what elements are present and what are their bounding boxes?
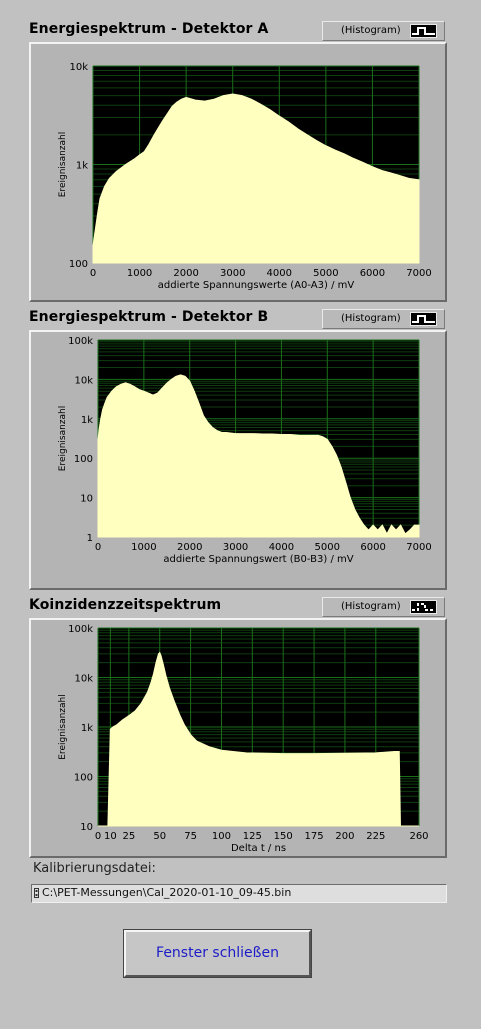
histogram-steps-icon[interactable] xyxy=(410,312,437,326)
x-tick-label: 175 xyxy=(305,831,324,842)
x-tick-label: 3000 xyxy=(223,542,248,553)
y-tick-label: 100 xyxy=(69,259,88,270)
y-tick-label: 100k xyxy=(68,624,93,635)
y-axis-label: Ereignisanzahl xyxy=(58,132,68,198)
x-tick-label: 260 xyxy=(409,831,428,842)
x-tick-label: 6000 xyxy=(360,268,385,279)
path-browse-icon[interactable] xyxy=(34,888,39,898)
x-tick-label: 5000 xyxy=(315,542,340,553)
x-tick-label: 2000 xyxy=(173,268,198,279)
y-tick-label: 1k xyxy=(76,161,88,172)
y-tick-label: 100 xyxy=(74,773,93,784)
plot-frame: 0 1000 2000 3000 4000 5000 6000 7000 100 1k 10k add… xyxy=(29,42,447,302)
y-tick-label: 100 xyxy=(74,454,93,465)
x-tick-label: 7000 xyxy=(406,268,431,279)
histogram-steps-dashed-icon[interactable] xyxy=(410,600,437,614)
histogram-steps-icon[interactable] xyxy=(410,24,437,38)
calibration-file-path[interactable]: C:\PET-Messungen\Cal_2020-01-10_09-45.bi… xyxy=(31,884,447,903)
x-axis-label: addierte Spannungswerte (A0-A3) / mV xyxy=(158,280,355,291)
legend-label: (Histogram) xyxy=(341,313,401,324)
x-tick-label: 10 xyxy=(104,831,117,842)
x-tick-label: 6000 xyxy=(360,542,385,553)
x-tick-label: 100 xyxy=(212,831,231,842)
x-tick-label: 25 xyxy=(122,831,135,842)
x-axis-label: addierte Spannungswert (B0-B3) / mV xyxy=(163,554,353,565)
x-tick-label: 0 xyxy=(90,268,96,279)
graph-title: Energiespektrum - Detektor A xyxy=(29,21,269,37)
x-tick-label: 1000 xyxy=(127,268,152,279)
x-tick-label: 7000 xyxy=(406,542,431,553)
x-tick-label: 50 xyxy=(153,831,166,842)
y-tick-label: 10k xyxy=(74,375,93,386)
graph-title: Koinzidenzzeitspektrum xyxy=(29,597,222,613)
plot-legend[interactable]: (Histogram) xyxy=(322,21,445,41)
close-window-button[interactable]: Fenster schließen xyxy=(123,929,312,978)
y-axis-label: Ereignisanzahl xyxy=(58,694,68,760)
histogram-series-0 xyxy=(97,374,420,538)
y-tick-label: 10 xyxy=(80,822,93,833)
energy-spectrum-a-chart[interactable]: 0 1000 2000 3000 4000 5000 6000 7000 100 1k 10k add… xyxy=(31,44,445,300)
x-tick-label: 0 xyxy=(95,542,101,553)
x-axis-label: Delta t / ns xyxy=(231,843,286,854)
calibration-file-label: Kalibrierungsdatei: xyxy=(33,861,156,876)
graph-coincidence: Koinzidenzzeitspektrum (Histogram) 0 10 25… xyxy=(0,597,481,858)
y-tick-label: 10 xyxy=(80,494,93,505)
coincidence-time-chart[interactable]: 0 10 25 50 75 100 125 150 175 200 225 260 10 100 1k 10k… xyxy=(31,620,445,856)
calibration-file-path-text: C:\PET-Messungen\Cal_2020-01-10_09-45.bi… xyxy=(42,886,292,899)
x-tick-label: 5000 xyxy=(313,268,338,279)
x-tick-label: 0 xyxy=(95,831,101,842)
y-tick-label: 10k xyxy=(69,62,88,73)
graph-detector-a: Energiespektrum - Detektor A (Histogram)… xyxy=(0,21,481,302)
x-tick-label: 3000 xyxy=(220,268,245,279)
x-tick-label: 2000 xyxy=(177,542,202,553)
x-tick-label: 125 xyxy=(243,831,262,842)
graph-title: Energiespektrum - Detektor B xyxy=(29,309,269,325)
legend-label: (Histogram) xyxy=(341,601,401,612)
x-tick-label: 4000 xyxy=(267,268,292,279)
energy-spectrum-b-chart[interactable]: 0 1000 2000 3000 4000 5000 6000 7000 1 10 100 1k 10k… xyxy=(31,332,445,588)
histogram-series-0 xyxy=(92,93,420,264)
plot-legend[interactable]: (Histogram) xyxy=(322,597,445,617)
legend-label: (Histogram) xyxy=(341,25,401,36)
x-tick-label: 4000 xyxy=(269,542,294,553)
x-tick-label: 150 xyxy=(274,831,293,842)
y-tick-label: 1k xyxy=(81,723,93,734)
y-tick-label: 100k xyxy=(68,336,93,347)
y-tick-label: 10k xyxy=(74,674,93,685)
y-axis-label: Ereignisanzahl xyxy=(58,406,68,472)
graph-detector-b: Energiespektrum - Detektor B (Histogram)… xyxy=(0,309,481,590)
plot-frame: 0 10 25 50 75 100 125 150 175 200 225 260 10 100 1k 10k… xyxy=(29,618,447,858)
plot-frame: 0 1000 2000 3000 4000 5000 6000 7000 1 10 100 1k 10k… xyxy=(29,330,447,590)
x-tick-label: 225 xyxy=(366,831,385,842)
y-tick-label: 1k xyxy=(81,415,93,426)
y-tick-label: 1 xyxy=(87,533,93,544)
plot-legend[interactable]: (Histogram) xyxy=(322,309,445,329)
histogram-series-0 xyxy=(98,651,419,827)
x-tick-label: 1000 xyxy=(131,542,156,553)
x-tick-label: 75 xyxy=(184,831,197,842)
x-tick-label: 200 xyxy=(335,831,354,842)
